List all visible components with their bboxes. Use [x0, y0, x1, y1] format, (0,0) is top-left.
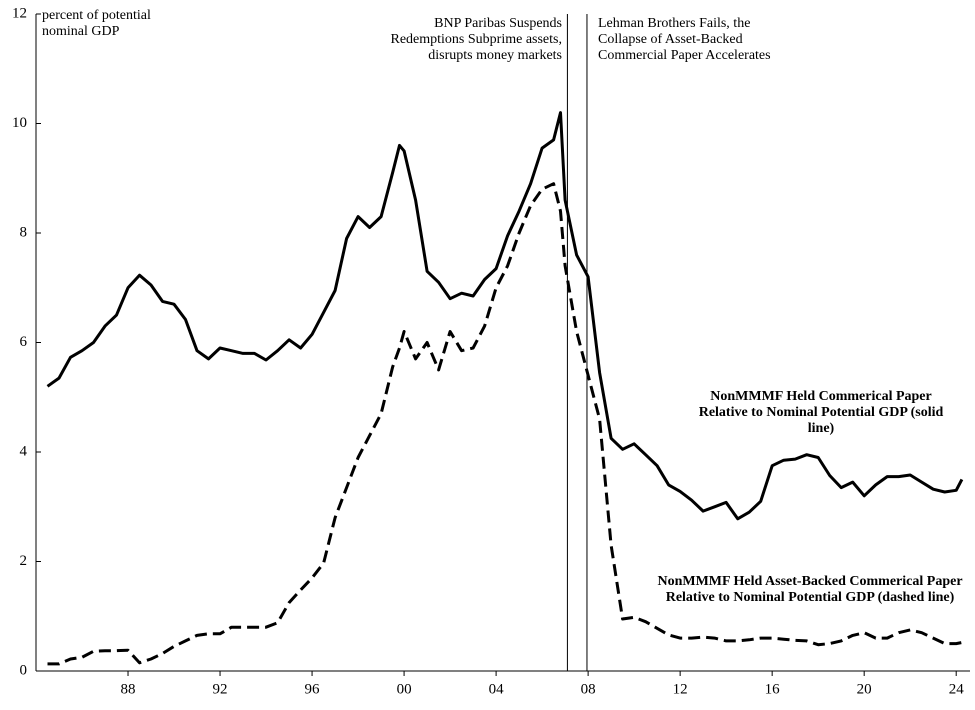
series-line	[47, 182, 963, 666]
y-tick-label: 10	[12, 115, 27, 131]
x-tick-label: 04	[489, 681, 505, 697]
x-tick-label: 20	[857, 681, 872, 697]
event-label: BNP Paribas Suspends Redemptions Subprim…	[390, 16, 563, 63]
y-tick-label: 8	[20, 224, 28, 240]
event-label: Lehman Brothers Fails, the Collapse of A…	[598, 16, 771, 63]
y-tick-label: 6	[20, 334, 28, 350]
x-tick-label: 24	[949, 681, 965, 697]
x-tick-label: 08	[581, 681, 596, 697]
x-tick-label: 88	[121, 681, 136, 697]
x-tick-label: 00	[397, 681, 412, 697]
x-tick-label: 96	[305, 681, 321, 697]
y-tick-label: 12	[12, 5, 27, 21]
x-tick-label: 92	[213, 681, 228, 697]
y-unit-label: percent of potential nominal GDP	[42, 8, 151, 39]
y-tick-label: 2	[20, 553, 28, 569]
y-tick-label: 4	[20, 443, 28, 459]
x-tick-label: 12	[673, 681, 688, 697]
series-label: NonMMMF Held Commerical Paper Relative t…	[698, 389, 944, 436]
x-tick-label: 16	[765, 681, 781, 697]
y-tick-label: 0	[20, 662, 28, 678]
series-line	[46, 111, 964, 521]
series-label: NonMMMF Held Asset-Backed Commerical Pap…	[657, 574, 963, 605]
